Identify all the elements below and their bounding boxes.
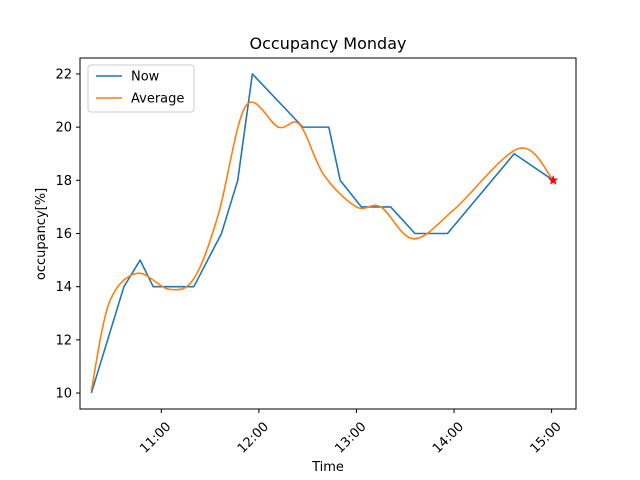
y-tick-label: 14 <box>55 280 72 295</box>
series-layer <box>90 73 559 394</box>
legend-label-now: Now <box>131 70 160 85</box>
series-line-average <box>90 101 554 391</box>
y-tick-label: 16 <box>55 227 72 242</box>
y-tick-label: 22 <box>55 67 72 82</box>
y-axis: 10 12 14 16 18 20 22 <box>55 67 80 402</box>
x-axis-label: Time <box>311 460 344 475</box>
y-tick-label: 10 <box>55 387 72 402</box>
legend-label-average: Average <box>131 92 184 107</box>
y-tick-label: 18 <box>55 174 72 189</box>
y-tick-label: 12 <box>55 333 72 348</box>
end-marker-star <box>548 175 559 185</box>
y-axis-label: occupancy[%] <box>34 188 49 280</box>
chart-title: Occupancy Monday <box>250 34 407 53</box>
y-tick-label: 20 <box>55 121 72 136</box>
legend: Now Average <box>87 64 195 113</box>
